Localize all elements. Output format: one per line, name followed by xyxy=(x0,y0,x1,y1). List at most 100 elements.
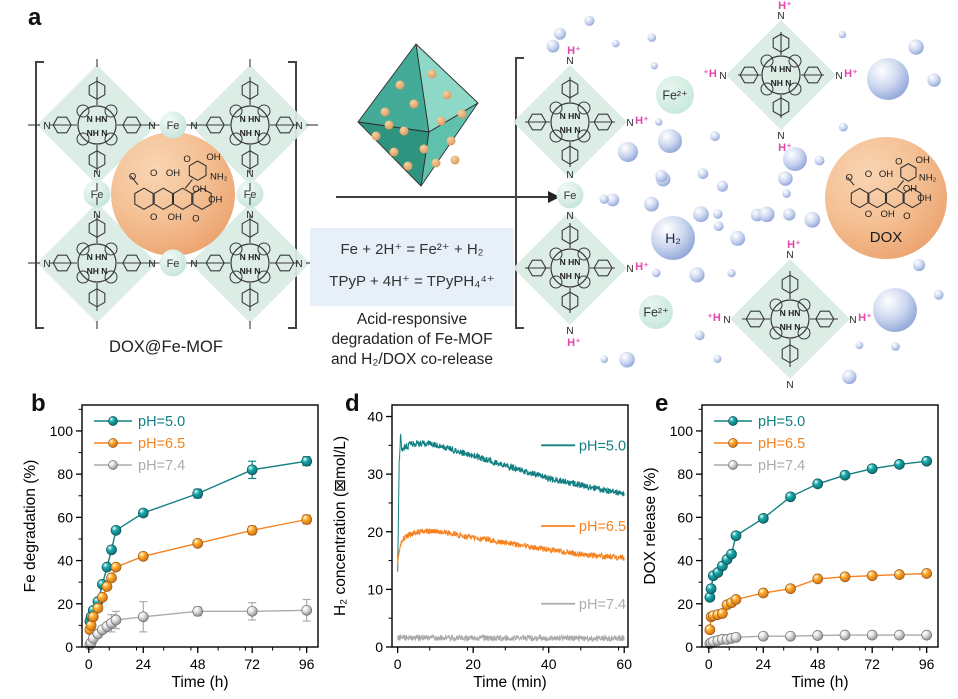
svg-text:N: N xyxy=(626,118,633,129)
data-point xyxy=(894,459,905,470)
data-point xyxy=(730,631,742,643)
svg-text:pH=7.4: pH=7.4 xyxy=(758,458,805,474)
svg-text:N HN: N HN xyxy=(240,252,261,262)
svg-text:60: 60 xyxy=(677,509,693,525)
svg-text:0: 0 xyxy=(705,656,713,672)
svg-text:N HN: N HN xyxy=(87,252,108,262)
svg-text:Fe: Fe xyxy=(91,189,104,201)
svg-text:O: O xyxy=(183,154,190,165)
data-point xyxy=(812,478,824,490)
svg-text:24: 24 xyxy=(755,656,771,672)
svg-text:H⁺: H⁺ xyxy=(787,239,801,251)
axes: 0 24 48 72 96 0 20 40 60 80 100 Time (h) Fe degradat… xyxy=(22,404,319,691)
svg-text:N: N xyxy=(626,264,633,275)
svg-text:O: O xyxy=(129,171,136,182)
data-point xyxy=(921,568,933,579)
svg-text:N: N xyxy=(719,71,726,82)
svg-text:N: N xyxy=(777,11,784,22)
svg-text:0: 0 xyxy=(65,639,73,655)
y-axis-label: DOX release (%) xyxy=(642,467,659,584)
data-point xyxy=(192,605,204,617)
svg-text:O: O xyxy=(895,156,902,167)
svg-text:TPyP + 4H⁺ = TPyPH₄⁴⁺: TPyP + 4H⁺ = TPyPH₄⁴⁺ xyxy=(329,273,494,290)
bracket xyxy=(288,61,297,329)
svg-text:N: N xyxy=(566,211,573,222)
svg-text:48: 48 xyxy=(810,656,826,672)
panel-d-letter: d xyxy=(345,390,360,417)
svg-text:Fe²⁺: Fe²⁺ xyxy=(662,89,687,103)
panel-e-letter: e xyxy=(655,390,669,417)
svg-text:0: 0 xyxy=(375,639,383,655)
svg-text:NH N: NH N xyxy=(87,266,108,276)
svg-text:OH: OH xyxy=(166,168,180,179)
data-point xyxy=(301,604,313,616)
data-point xyxy=(106,572,117,584)
svg-text:and H₂/DOX co-release: and H₂/DOX co-release xyxy=(331,351,493,368)
svg-text:24: 24 xyxy=(135,656,151,672)
fe-node: Fe N N xyxy=(83,169,111,221)
svg-text:N: N xyxy=(835,71,842,82)
svg-text:N HN: N HN xyxy=(240,114,261,124)
svg-text:0: 0 xyxy=(394,656,402,672)
svg-text:96: 96 xyxy=(919,656,935,672)
data-point xyxy=(839,469,851,481)
svg-text:20: 20 xyxy=(367,524,383,540)
legend: pH=5.0 pH=6.5 pH=7.4 xyxy=(94,414,185,474)
svg-text:⁺H: ⁺H xyxy=(703,68,717,80)
data-point xyxy=(101,561,113,573)
svg-text:100: 100 xyxy=(50,423,74,439)
data-point xyxy=(921,455,933,467)
svg-text:40: 40 xyxy=(677,553,693,569)
svg-text:N: N xyxy=(295,121,302,132)
svg-text:pH=7.4: pH=7.4 xyxy=(579,597,626,613)
data-point xyxy=(757,513,769,524)
svg-text:O: O xyxy=(150,212,157,223)
svg-text:H⁺: H⁺ xyxy=(858,312,872,324)
x-axis-label: Time (h) xyxy=(171,674,228,691)
svg-text:pH=6.5: pH=6.5 xyxy=(579,519,626,535)
svg-text:N: N xyxy=(190,259,197,270)
panel-a-letter: a xyxy=(28,4,42,31)
svg-text:N: N xyxy=(786,380,793,390)
data-point xyxy=(894,569,905,580)
svg-text:H⁺: H⁺ xyxy=(635,115,649,127)
svg-text:60: 60 xyxy=(57,509,73,525)
data-point xyxy=(921,629,933,641)
data-point xyxy=(192,488,204,499)
x-axis-label: Time (min) xyxy=(473,674,546,691)
svg-text:10: 10 xyxy=(367,581,383,597)
noisy-trace xyxy=(397,528,625,566)
data-point xyxy=(192,537,204,549)
data-point xyxy=(785,583,796,595)
svg-text:pH=5.0: pH=5.0 xyxy=(758,414,805,430)
svg-text:pH=5.0: pH=5.0 xyxy=(138,414,185,430)
h2-bubbles xyxy=(546,15,944,385)
data-point xyxy=(87,611,99,623)
svg-text:N: N xyxy=(93,169,100,180)
svg-text:OH: OH xyxy=(879,169,893,180)
noisy-trace xyxy=(397,633,625,643)
svg-text:NH N: NH N xyxy=(87,128,108,138)
svg-text:H₂: H₂ xyxy=(665,230,681,246)
svg-text:Fe: Fe xyxy=(564,190,577,202)
svg-text:100: 100 xyxy=(670,423,694,439)
bracket xyxy=(515,57,524,329)
svg-text:Fe + 2H⁺ = Fe²⁺ + H₂: Fe + 2H⁺ = Fe²⁺ + H₂ xyxy=(341,241,484,258)
svg-text:OH: OH xyxy=(903,184,917,195)
data-point xyxy=(730,594,742,605)
svg-text:40: 40 xyxy=(367,409,383,425)
legend: pH=5.0 pH=6.5 pH=7.4 xyxy=(714,414,805,474)
svg-text:H⁺: H⁺ xyxy=(635,261,649,273)
svg-text:N HN: N HN xyxy=(771,64,792,74)
series-ph-7-4 xyxy=(397,633,625,643)
data-point xyxy=(110,614,122,626)
data-point xyxy=(301,514,313,525)
svg-text:N HN: N HN xyxy=(560,111,581,121)
svg-text:N: N xyxy=(723,315,730,326)
svg-text:N: N xyxy=(566,326,573,337)
axes: 0 24 48 72 96 0 20 40 60 80 100 Time (h) DOX release… xyxy=(642,404,939,691)
data-point xyxy=(757,587,769,599)
svg-text:72: 72 xyxy=(864,656,880,672)
data-point xyxy=(246,605,258,617)
chart-h2-concentration: 0 20 40 60 0 10 20 30 40 Time (min) H₂ concentrati… xyxy=(332,404,632,691)
